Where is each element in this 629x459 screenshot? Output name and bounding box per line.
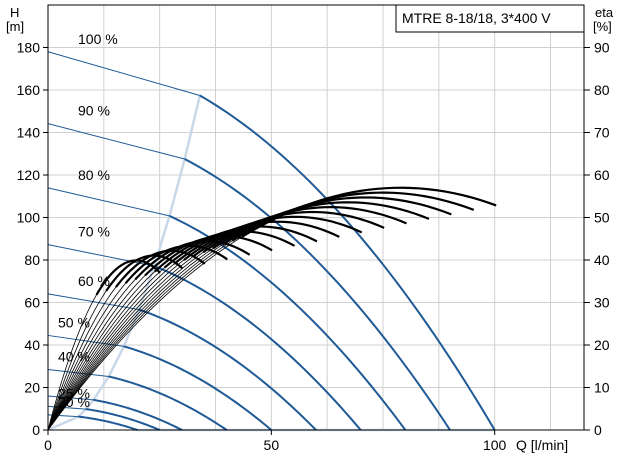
eta-curve-thick — [173, 220, 340, 265]
head-curve-thin — [47, 244, 155, 267]
eta-curve-thin — [47, 187, 497, 431]
left-tick-label: 80 — [24, 252, 40, 268]
head-curve-thick — [184, 158, 451, 431]
left-tick-label: 60 — [24, 295, 40, 311]
eta-curve-thin — [47, 192, 474, 431]
eta-curve-thick — [154, 230, 295, 273]
left-tick-label: 160 — [17, 82, 41, 98]
right-tick-label: 30 — [594, 295, 610, 311]
speed-label: 100 % — [78, 31, 118, 47]
left-axis-ticks: 0 20 40 60 80 100 120 140 160 180 — [17, 40, 48, 438]
right-tick-label: 60 — [594, 167, 610, 183]
right-tick-label: 70 — [594, 125, 610, 141]
head-curve-thick — [78, 415, 138, 431]
speed-label: 40 % — [58, 348, 90, 364]
head-curve-thick — [153, 265, 362, 431]
chart-title: MTRE 8-18/18, 3*400 V — [402, 10, 551, 26]
head-curves — [47, 51, 496, 431]
eta-curve-thick — [183, 215, 363, 261]
head-curve-thin — [47, 51, 201, 96]
left-tick-label: 40 — [24, 337, 40, 353]
right-tick-label: 20 — [594, 337, 610, 353]
left-tick-label: 120 — [17, 167, 41, 183]
speed-label: 80 % — [78, 167, 110, 183]
efficiency-curves — [47, 186, 497, 431]
speed-labels: 100 % 90 % 80 % 70 % 60 % 50 % 40 % 25 %20 % — [58, 31, 118, 410]
x-tick-label: 100 — [483, 437, 507, 453]
head-curve-thick — [123, 345, 272, 431]
eta-curve-thick — [124, 244, 228, 284]
speed-label: 70 % — [78, 224, 110, 240]
left-tick-label: 20 — [24, 380, 40, 396]
right-axis-title-eta: eta — [595, 5, 614, 20]
head-curve-thin — [47, 187, 170, 217]
speed-label: 25 % — [58, 385, 90, 401]
eta-curve-thick — [163, 225, 318, 269]
head-curve-thin — [47, 293, 140, 311]
x-tick-label: 0 — [44, 437, 52, 453]
head-curve-thick — [108, 375, 228, 431]
head-curve-thin — [47, 123, 185, 160]
head-curve-thick — [85, 408, 161, 431]
left-tick-label: 140 — [17, 125, 41, 141]
head-curve-thick — [138, 308, 317, 431]
x-tick-label: 50 — [264, 437, 280, 453]
eta-curve-thick — [105, 254, 184, 292]
left-axis-title-unit: [m] — [6, 19, 24, 34]
speed-label: 20 % — [58, 394, 90, 410]
right-axis-title-unit: [%] — [593, 19, 612, 34]
eta-curve-thick — [95, 259, 161, 296]
x-axis-ticks: 050100150 — [44, 430, 507, 453]
speed-label: 90 % — [78, 103, 110, 119]
speed-label: 60 % — [78, 273, 110, 289]
speed-label: 50 % — [58, 314, 90, 330]
chart-title-box — [395, 4, 585, 33]
right-tick-label: 40 — [594, 252, 610, 268]
right-tick-label: 80 — [594, 82, 610, 98]
x-axis-title: Q [l/min] — [516, 437, 568, 453]
left-tick-label: 0 — [32, 422, 40, 438]
eta-curve-thick — [134, 239, 251, 281]
left-axis-title-h: H — [10, 5, 19, 20]
right-tick-label: 0 — [594, 422, 602, 438]
left-tick-label: 100 — [17, 210, 41, 226]
right-tick-label: 10 — [594, 380, 610, 396]
right-axis-ticks: 0 10 20 30 40 50 60 70 80 90 — [584, 40, 610, 438]
right-tick-label: 90 — [594, 40, 610, 56]
head-curve-thick — [93, 398, 183, 431]
right-tick-label: 50 — [594, 210, 610, 226]
eta-curve-thick — [115, 249, 206, 288]
head-curve-thick — [199, 94, 496, 431]
left-tick-label: 180 — [17, 40, 41, 56]
